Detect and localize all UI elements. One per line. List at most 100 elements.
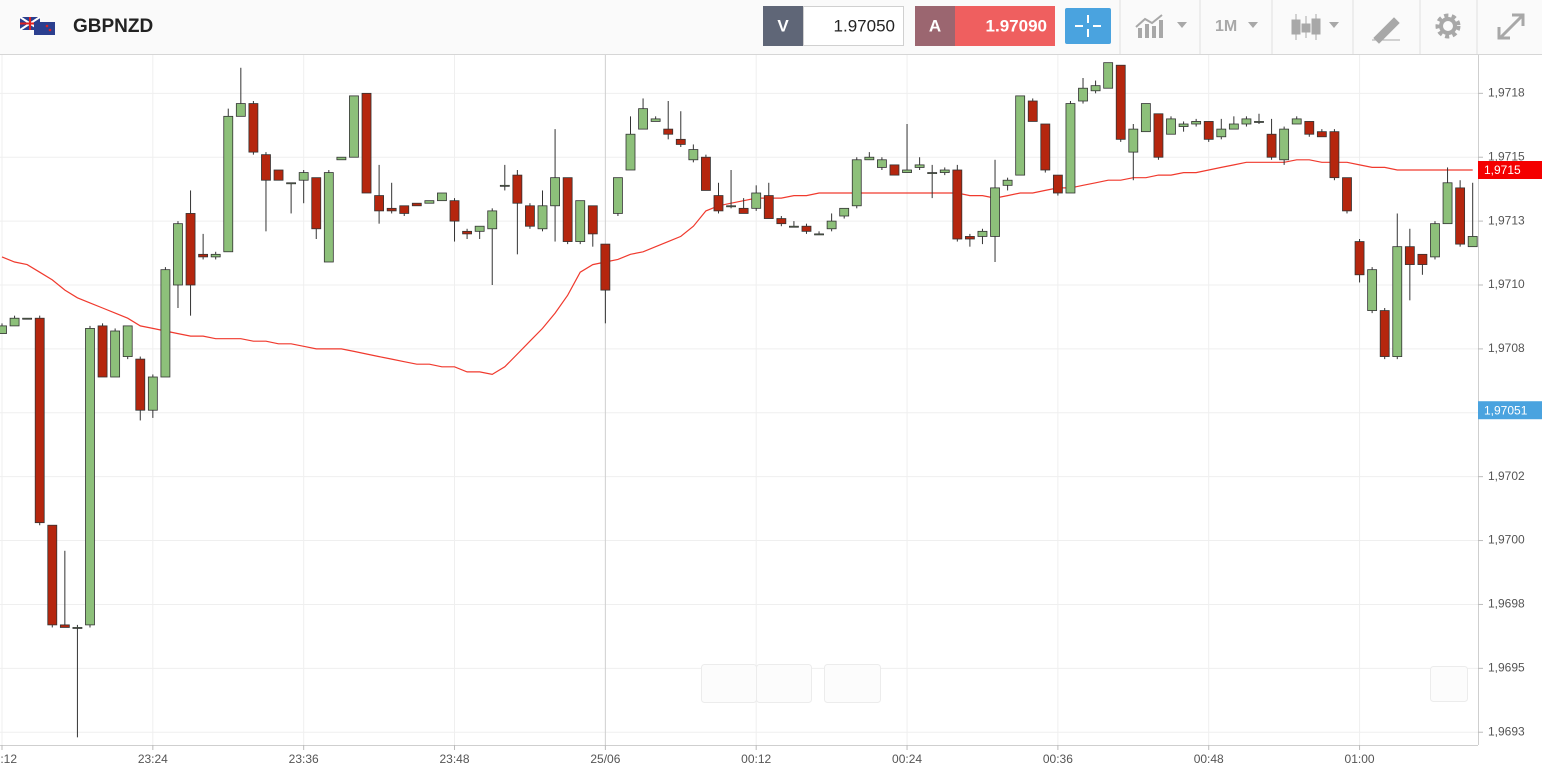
candle-body: [1354, 241, 1365, 276]
candle-body: [1241, 118, 1252, 125]
ask-badge: [915, 6, 955, 46]
candle-body: [512, 174, 523, 204]
candle-body: [763, 195, 774, 219]
candle-body: [110, 330, 121, 378]
candle-body: [1266, 133, 1277, 158]
chart-type-button[interactable]: [1291, 14, 1339, 40]
candle-body: [9, 317, 20, 327]
y-tick-label: 1,9710: [1488, 277, 1525, 291]
candle-body: [210, 253, 221, 258]
candle-body: [550, 177, 560, 207]
candle-body: [1379, 310, 1390, 357]
candle-body: [688, 149, 699, 161]
timeframe-caret: [1248, 22, 1258, 28]
price-marker-label: 1,9715: [1484, 163, 1521, 177]
candle-body: [1392, 246, 1403, 357]
candle-body: [1404, 246, 1415, 265]
candle-body: [1166, 118, 1176, 135]
candle-body: [864, 156, 875, 161]
candle-body: [47, 524, 58, 626]
candle-body: [1015, 95, 1026, 176]
candle-body: [1367, 269, 1378, 311]
x-tick-label: 01:00: [1345, 752, 1375, 766]
x-tick-label: 00:24: [892, 752, 922, 766]
candle-body: [147, 376, 158, 411]
fullscreen-button[interactable]: [1497, 13, 1525, 40]
candle-body: [826, 220, 837, 230]
toolbar-separators: [1119, 0, 1478, 54]
candle-body: [562, 177, 573, 242]
y-tick-label: 1,9693: [1488, 724, 1525, 738]
candle-body: [1329, 131, 1340, 179]
timeframe[interactable]: 1M: [1215, 18, 1237, 35]
candle-body: [223, 115, 234, 253]
x-tick-label: 23:12: [0, 752, 17, 766]
x-tick-label: 23:48: [440, 752, 470, 766]
crosshair-button[interactable]: [1065, 8, 1111, 44]
ask-label: A: [929, 16, 941, 35]
grid: [0, 55, 1478, 745]
moving-average-line: [1, 159, 1473, 376]
candle-body: [59, 624, 70, 628]
candle-body: [34, 317, 45, 524]
candle-body: [336, 156, 347, 161]
settings-button[interactable]: [1435, 13, 1461, 39]
candle-body: [160, 269, 171, 378]
candle-body: [990, 187, 1000, 237]
candle-body: [1316, 131, 1327, 138]
ask-box[interactable]: [955, 6, 1055, 46]
candle-body: [650, 118, 661, 122]
candle-body: [1254, 121, 1264, 123]
candle-body: [1027, 100, 1038, 122]
candle-body: [638, 108, 648, 130]
price-marker: [1478, 161, 1542, 179]
plot: [0, 62, 1478, 738]
candle-body: [323, 172, 334, 263]
price-marker: [1478, 401, 1542, 420]
candle-body: [751, 192, 762, 209]
candle-body: [198, 253, 209, 258]
candle-body: [1279, 128, 1290, 161]
candle-body: [361, 92, 372, 194]
candle-body: [600, 243, 611, 291]
candle-body: [248, 103, 259, 153]
x-tick-label: 23:24: [138, 752, 168, 766]
candle-body: [173, 223, 183, 286]
candle-body: [286, 182, 297, 185]
indicator-button[interactable]: [1135, 14, 1187, 38]
candle-body: [663, 128, 674, 135]
x-tick-label: 23:36: [289, 752, 319, 766]
x-tick-label: 25/06: [590, 752, 620, 766]
candle-body: [1153, 113, 1164, 158]
candle-body: [411, 202, 422, 207]
price-marker-label: 1,97051: [1484, 403, 1528, 417]
candle-body: [1002, 179, 1013, 186]
axes: 1,96931,96951,96981,97001,97021,97051,97…: [0, 86, 1542, 766]
candle-body: [801, 225, 812, 232]
candle-body: [1140, 103, 1151, 133]
candle-body: [964, 236, 975, 240]
x-tick-label: 00:48: [1194, 752, 1224, 766]
candle-body: [1065, 103, 1076, 194]
candle-body: [1191, 121, 1202, 125]
candle-body: [349, 95, 359, 158]
bid-box[interactable]: [803, 6, 904, 46]
candle-body: [927, 172, 938, 174]
candle-body: [462, 230, 472, 235]
candle-body: [625, 133, 636, 171]
candle-body: [374, 195, 385, 212]
candle-body: [713, 195, 724, 212]
candle-body: [1128, 128, 1139, 153]
candle-body: [1103, 62, 1114, 89]
y-tick-label: 1,9715: [1488, 149, 1525, 163]
candle-body: [587, 205, 598, 235]
nav-buttons[interactable]: [701, 664, 1468, 703]
candle-body: [1115, 64, 1126, 140]
y-tick-label: 1,9702: [1488, 469, 1525, 483]
candle-body: [939, 169, 950, 173]
candle-body: [499, 184, 510, 187]
bid-badge: [763, 6, 803, 46]
draw-button[interactable]: [1372, 17, 1400, 44]
candle-body: [776, 218, 787, 225]
